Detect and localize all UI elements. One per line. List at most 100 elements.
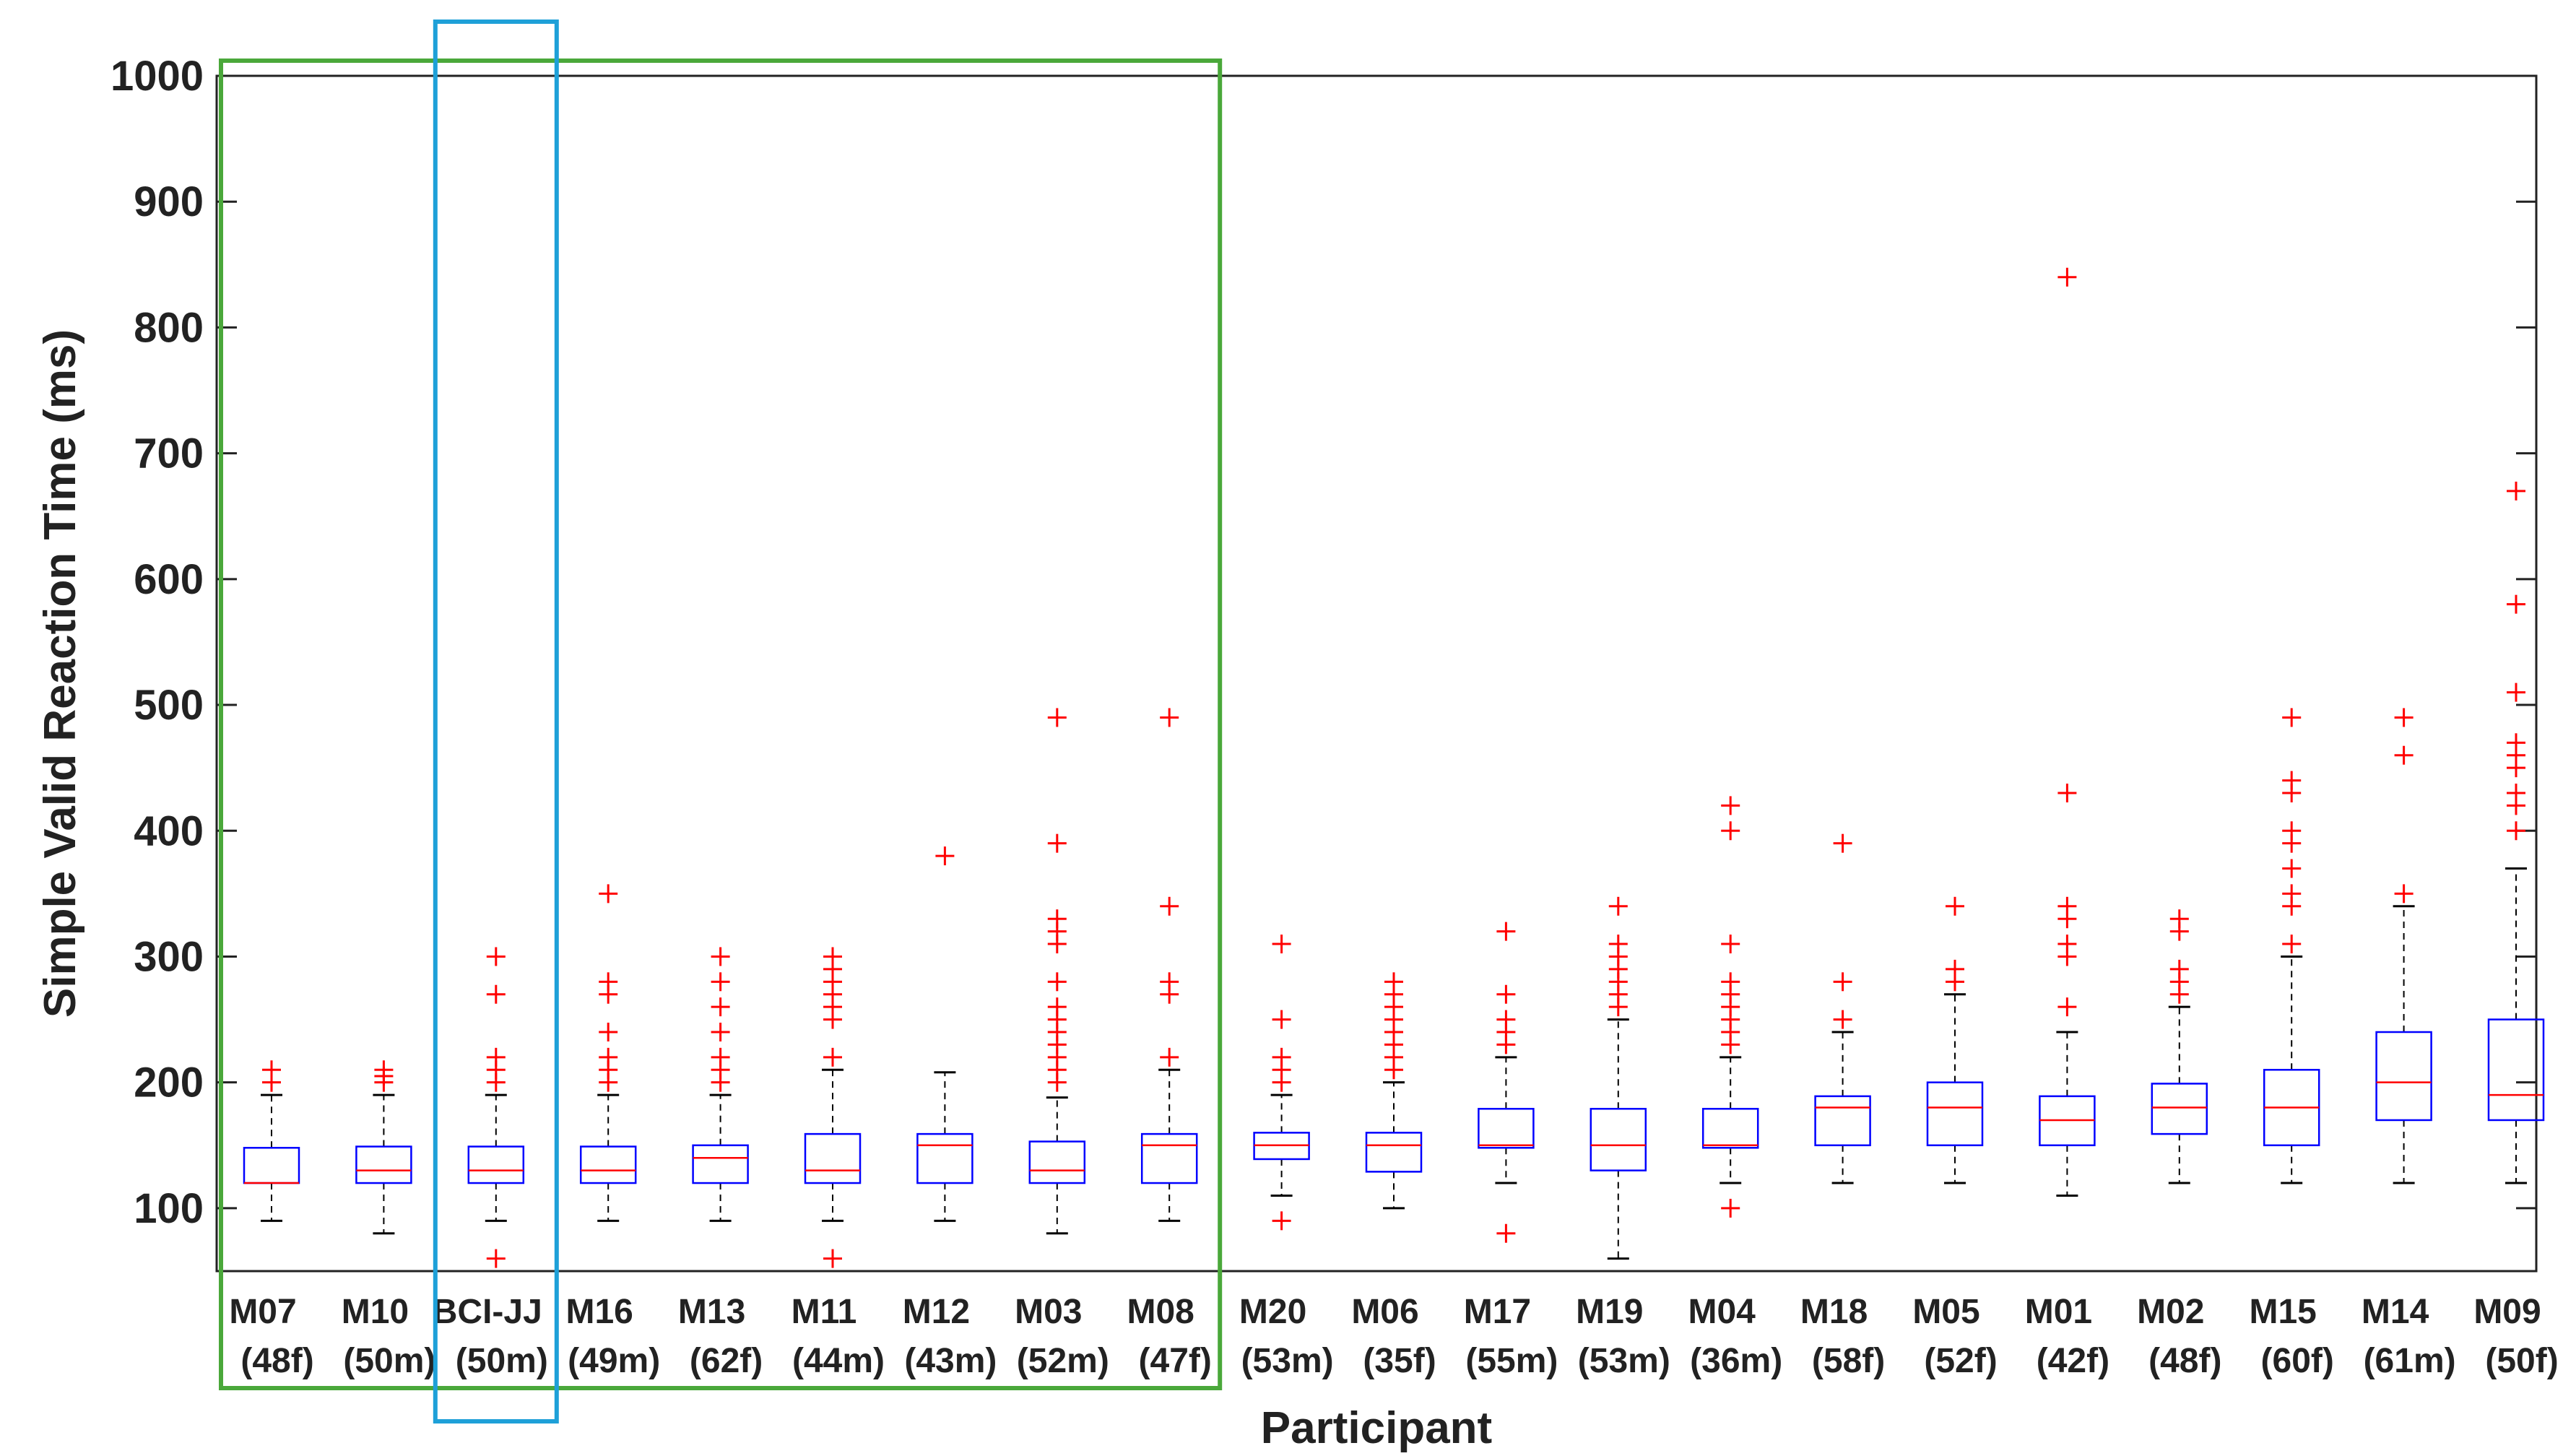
iqr-box (1926, 1081, 1984, 1147)
box-m11 (804, 947, 862, 1268)
y-tick-label: 900 (134, 178, 204, 225)
y-axis-label: Simple Valid Reaction Time (ms) (35, 329, 85, 1018)
outlier-marker (711, 972, 730, 992)
iqr-box (579, 1145, 637, 1184)
outlier-marker (2507, 733, 2525, 753)
x-tick-label-info: (35f) (1363, 1342, 1436, 1380)
box-m19 (1590, 896, 1647, 1260)
iqr-box (1701, 1108, 1759, 1149)
x-tick-label-info: (50f) (2485, 1342, 2558, 1380)
outlier-marker (2282, 821, 2302, 841)
box-m09 (2487, 481, 2545, 1184)
outlier-marker (1946, 896, 1964, 916)
box-m20 (1253, 935, 1310, 1231)
outlier-marker (1272, 1211, 1291, 1231)
box-m13 (692, 947, 749, 1222)
iqr-box (1028, 1140, 1086, 1184)
outlier-marker (1496, 922, 1516, 941)
box-m18 (1814, 833, 1871, 1184)
outlier-marker (1160, 708, 1179, 727)
outlier-marker (2169, 909, 2189, 929)
iqr-box (2151, 1083, 2208, 1135)
y-tick-label: 200 (134, 1060, 204, 1106)
outlier-marker (2057, 784, 2077, 802)
x-tick-label-info: (49m) (568, 1342, 660, 1380)
x-tick-label-id: M11 (792, 1293, 857, 1331)
outlier-marker (2394, 884, 2414, 904)
x-tick-label-id: M06 (1351, 1293, 1418, 1331)
x-tick-label-id: M03 (1015, 1293, 1082, 1331)
outlier-marker (1047, 708, 1067, 727)
box-m05 (1926, 896, 1984, 1184)
x-tick-label-info: (44m) (792, 1342, 885, 1380)
outlier-marker (2282, 771, 2302, 790)
iqr-box (1814, 1095, 1871, 1147)
x-tick-label-info: (52m) (1017, 1342, 1109, 1380)
outlier-marker (486, 947, 506, 966)
y-tick-label: 400 (134, 807, 204, 854)
y-tick-label: 300 (134, 933, 204, 980)
box-bci-jj (467, 947, 525, 1268)
outlier-marker (1608, 935, 1628, 954)
x-tick-label-info: (53m) (1241, 1342, 1334, 1380)
outlier-marker (2507, 682, 2525, 702)
outlier-marker (262, 1060, 281, 1080)
outlier-marker (1496, 1223, 1516, 1243)
box-m03 (1028, 708, 1086, 1235)
x-tick-label-info: (48f) (2148, 1342, 2221, 1380)
y-tick-label: 100 (134, 1185, 204, 1232)
green-group (219, 58, 1223, 1390)
outlier-marker (1608, 896, 1628, 916)
outlier-marker (1160, 1047, 1179, 1067)
outlier-marker (2057, 896, 2077, 916)
outlier-marker (599, 1047, 618, 1067)
outlier-marker (2282, 859, 2302, 878)
outlier-marker (2057, 267, 2077, 287)
x-axis-label: Participant (1261, 1403, 1492, 1453)
outlier-marker (1384, 972, 1403, 992)
highlight-layer (219, 20, 1223, 1424)
box-m15 (2263, 708, 2320, 1184)
outlier-marker (2507, 481, 2525, 500)
blue-highlight (433, 20, 559, 1424)
outlier-marker (1721, 1198, 1740, 1218)
x-tick-label-id: M14 (2362, 1293, 2429, 1331)
outlier-marker (2057, 935, 2077, 954)
outlier-marker (1721, 972, 1740, 992)
x-tick-label-id: M16 (566, 1293, 633, 1331)
box-m02 (2151, 909, 2208, 1184)
outlier-marker (2169, 959, 2189, 979)
outlier-marker (711, 1023, 730, 1041)
box-m14 (2375, 708, 2432, 1184)
x-tick-label-id: M19 (1576, 1293, 1643, 1331)
y-tick-label: 700 (134, 430, 204, 477)
x-tick-label-info: (61m) (2364, 1342, 2456, 1380)
y-tick-label: 1000 (110, 53, 204, 100)
x-tick-label-info: (36m) (1690, 1342, 1782, 1380)
x-tick-label-id: M15 (2250, 1293, 2317, 1331)
outlier-marker (1272, 1010, 1291, 1029)
box-m06 (1365, 972, 1423, 1210)
x-tick-label-info: (42f) (2037, 1342, 2109, 1380)
iqr-box (243, 1147, 300, 1184)
x-tick-label-info: (48f) (240, 1342, 313, 1380)
outlier-marker (1721, 935, 1740, 954)
outlier-marker (486, 1249, 506, 1268)
y-axis: 100 200 300 400 500 600 700 800 900 1000 (110, 53, 2536, 1232)
x-tick-label-id: M05 (1912, 1293, 1979, 1331)
box-m07 (243, 1060, 300, 1222)
outlier-marker (823, 1047, 842, 1067)
outlier-marker (1496, 1010, 1516, 1029)
x-tick-label-id: M17 (1464, 1293, 1531, 1331)
y-tick-label: 600 (134, 556, 204, 603)
box-m12 (916, 846, 973, 1222)
iqr-box (355, 1145, 412, 1184)
outlier-marker (2057, 997, 2077, 1017)
outlier-marker (1047, 833, 1067, 853)
x-tick-label-id: M01 (2025, 1293, 2092, 1331)
outlier-marker (2507, 821, 2525, 841)
outlier-marker (1833, 1010, 1852, 1029)
outlier-marker (1833, 972, 1852, 992)
x-tick-label-info: (53m) (1578, 1342, 1670, 1380)
x-tick-label-info: (50m) (343, 1342, 435, 1380)
